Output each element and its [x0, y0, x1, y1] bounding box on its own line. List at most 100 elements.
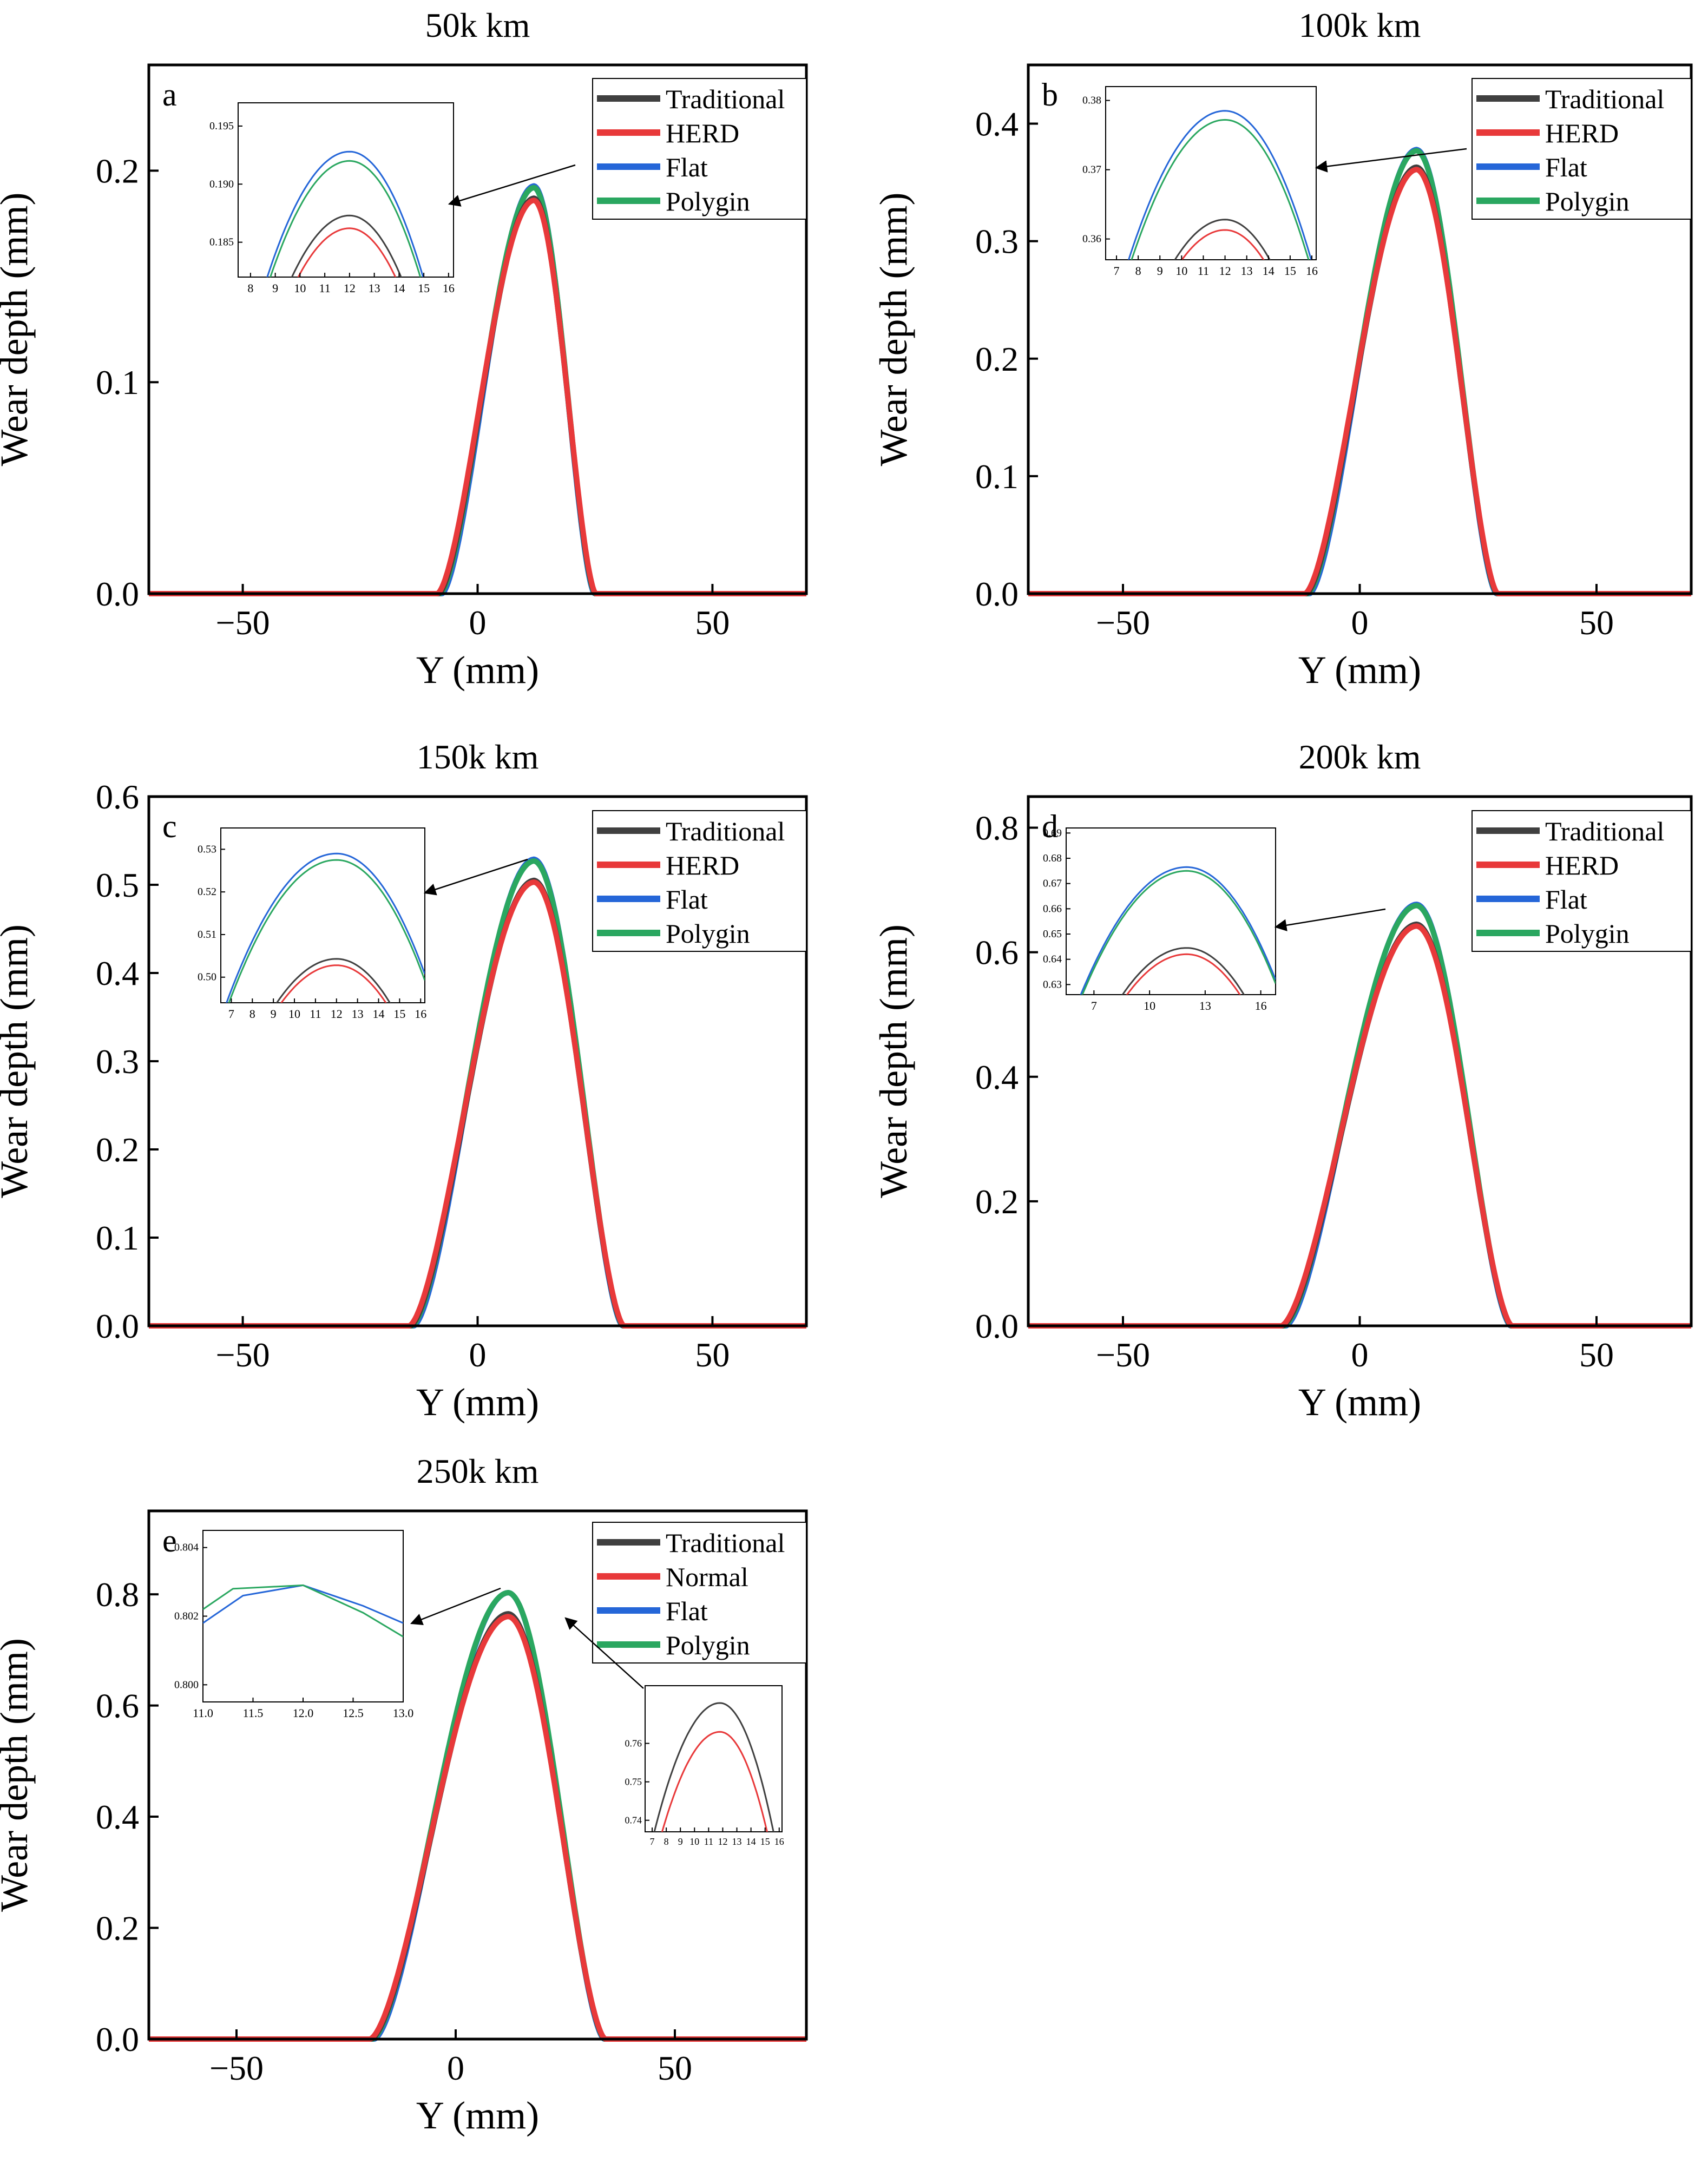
inset-x-label: 14 [393, 281, 405, 295]
legend-label: Traditional [1545, 816, 1664, 846]
inset-y-label: 0.50 [198, 971, 216, 983]
zoom-arrow [410, 1587, 501, 1626]
inset-frame [1066, 827, 1276, 995]
inset2-x-label: 11 [704, 1836, 713, 1847]
legend: Traditional Normal Flat Polygin [592, 1522, 807, 1664]
inset-x-label: 11 [319, 281, 331, 295]
inset-y-label: 0.69 [1043, 827, 1062, 839]
legend-label: Flat [1545, 884, 1587, 915]
inset-series-herd [280, 964, 387, 1003]
y-tick-label: 0.0 [975, 1307, 1019, 1345]
inset-x-label: 10 [1144, 999, 1155, 1013]
inset-y-label: 0.65 [1043, 928, 1062, 940]
panel-letter: d [1042, 808, 1058, 844]
inset-y-label: 0.38 [1082, 95, 1101, 107]
inset-x-label: 8 [249, 1007, 255, 1021]
inset-x-label: 10 [1175, 264, 1187, 278]
inset-zoom: 0.185 0.190 0.195 8 9 10 11 12 13 14 15 16 [209, 102, 455, 295]
legend-label: Normal [666, 1562, 748, 1592]
inset-series-flat [1080, 866, 1276, 995]
x-tick-label: 0 [469, 1336, 487, 1374]
inset-x-label: 9 [271, 1007, 277, 1021]
y-tick-label: 0.3 [975, 222, 1019, 261]
x-tick-label: 50 [1579, 603, 1614, 642]
inset-zoom: 0.36 0.37 0.38 7 8 9 10 11 12 13 14 15 16 [1082, 86, 1318, 278]
legend-box [592, 78, 807, 220]
y-axis-label: Wear depth (mm) [872, 924, 915, 1198]
inset-series-flat [226, 852, 425, 1003]
inset-series-flat [266, 150, 424, 277]
inset-x-label: 11.0 [193, 1706, 213, 1720]
inset-x-label: 16 [443, 281, 455, 295]
inset-x-label: 13 [1241, 264, 1253, 278]
inset-y-label: 0.37 [1082, 164, 1101, 176]
inset2-x-label: 7 [650, 1836, 655, 1847]
inset-series-herd [297, 227, 397, 277]
inset2-series-traditional [653, 1702, 774, 1832]
inset-series-polygin [1131, 119, 1310, 260]
x-axis-label: Y (mm) [416, 2094, 539, 2137]
inset-series-traditional [1121, 947, 1245, 995]
y-tick-label: 0.2 [975, 1182, 1019, 1221]
inset-x-label: 16 [1255, 999, 1267, 1013]
inset-x-label: 12 [1219, 264, 1231, 278]
x-tick-label: −50 [1096, 603, 1150, 642]
legend-label: HERD [666, 118, 739, 148]
legend-label: Polygin [666, 918, 750, 949]
inset2-lines [653, 1702, 774, 1832]
x-tick-label: −50 [209, 2049, 264, 2087]
inset-series-polygin [228, 859, 425, 1003]
panel-letter: e [162, 1523, 177, 1559]
inset-lines [1080, 866, 1276, 995]
x-tick-label: 50 [695, 603, 730, 642]
inset-zoom: 0.50 0.51 0.52 0.53 7 8 9 10 11 12 13 14 15 16 [198, 827, 426, 1021]
y-tick-label: 0.4 [975, 1058, 1019, 1096]
y-tick-label: 0.0 [975, 575, 1019, 613]
inset-x-label: 7 [1091, 999, 1097, 1013]
inset2-frame [645, 1685, 783, 1832]
legend-box [1471, 78, 1692, 220]
inset-y-label: 0.195 [209, 120, 234, 132]
inset-series-herd [1181, 229, 1265, 260]
x-axis-label: Y (mm) [416, 648, 539, 692]
inset-x-label: 8 [247, 281, 253, 295]
inset-x-label: 8 [1135, 264, 1141, 278]
inset-y-label: 0.67 [1043, 878, 1062, 890]
zoom-arrow [1315, 148, 1467, 173]
y-tick-label: 0.8 [975, 809, 1019, 847]
inset-x-label: 12 [331, 1007, 343, 1021]
legend-label: Polygin [1545, 186, 1630, 216]
inset-x-label: 7 [228, 1007, 234, 1021]
inset-lines [266, 150, 424, 277]
legend-label: Flat [666, 152, 708, 182]
chart-panel-c: 150k km 0.0 0.1 0.2 0.3 0.4 0.5 0.6 −50 0 50 Y (mm)… [0, 738, 808, 1424]
inset-lines [226, 852, 425, 1003]
inset-zoom: 0.63 0.64 0.65 0.66 0.67 0.68 0.69 7 10 13 16 [1043, 827, 1276, 1013]
y-tick-label: 0.5 [96, 866, 139, 904]
inset-lines [203, 1584, 403, 1638]
inset-x-label: 9 [272, 281, 278, 295]
inset-x-label: 14 [1263, 264, 1275, 278]
inset-x-label: 11.5 [243, 1706, 264, 1720]
y-tick-label: 0.3 [96, 1042, 139, 1081]
x-tick-label: 0 [447, 2049, 464, 2087]
inset-series-traditional [1174, 219, 1271, 260]
inset-x-label: 12.5 [343, 1706, 364, 1720]
legend-label: Traditional [666, 84, 785, 114]
y-tick-label: 0.4 [96, 954, 139, 992]
inset-y-label: 0.804 [174, 1542, 199, 1554]
inset-x-label: 15 [418, 281, 430, 295]
inset-series-polygin [1081, 870, 1276, 995]
inset-y-label: 0.185 [209, 236, 234, 248]
inset-x-label: 15 [1284, 264, 1296, 278]
inset-x-label: 16 [1306, 264, 1318, 278]
inset2-series-normal [661, 1731, 768, 1832]
inset-y-label: 0.63 [1043, 978, 1062, 990]
inset-y-label: 0.64 [1043, 954, 1062, 965]
inset-series-traditional [291, 214, 402, 277]
y-tick-label: 0.1 [975, 457, 1019, 496]
y-axis-label: Wear depth (mm) [0, 924, 36, 1198]
zoom-arrow [448, 164, 576, 207]
inset-x-label: 13.0 [393, 1706, 414, 1720]
